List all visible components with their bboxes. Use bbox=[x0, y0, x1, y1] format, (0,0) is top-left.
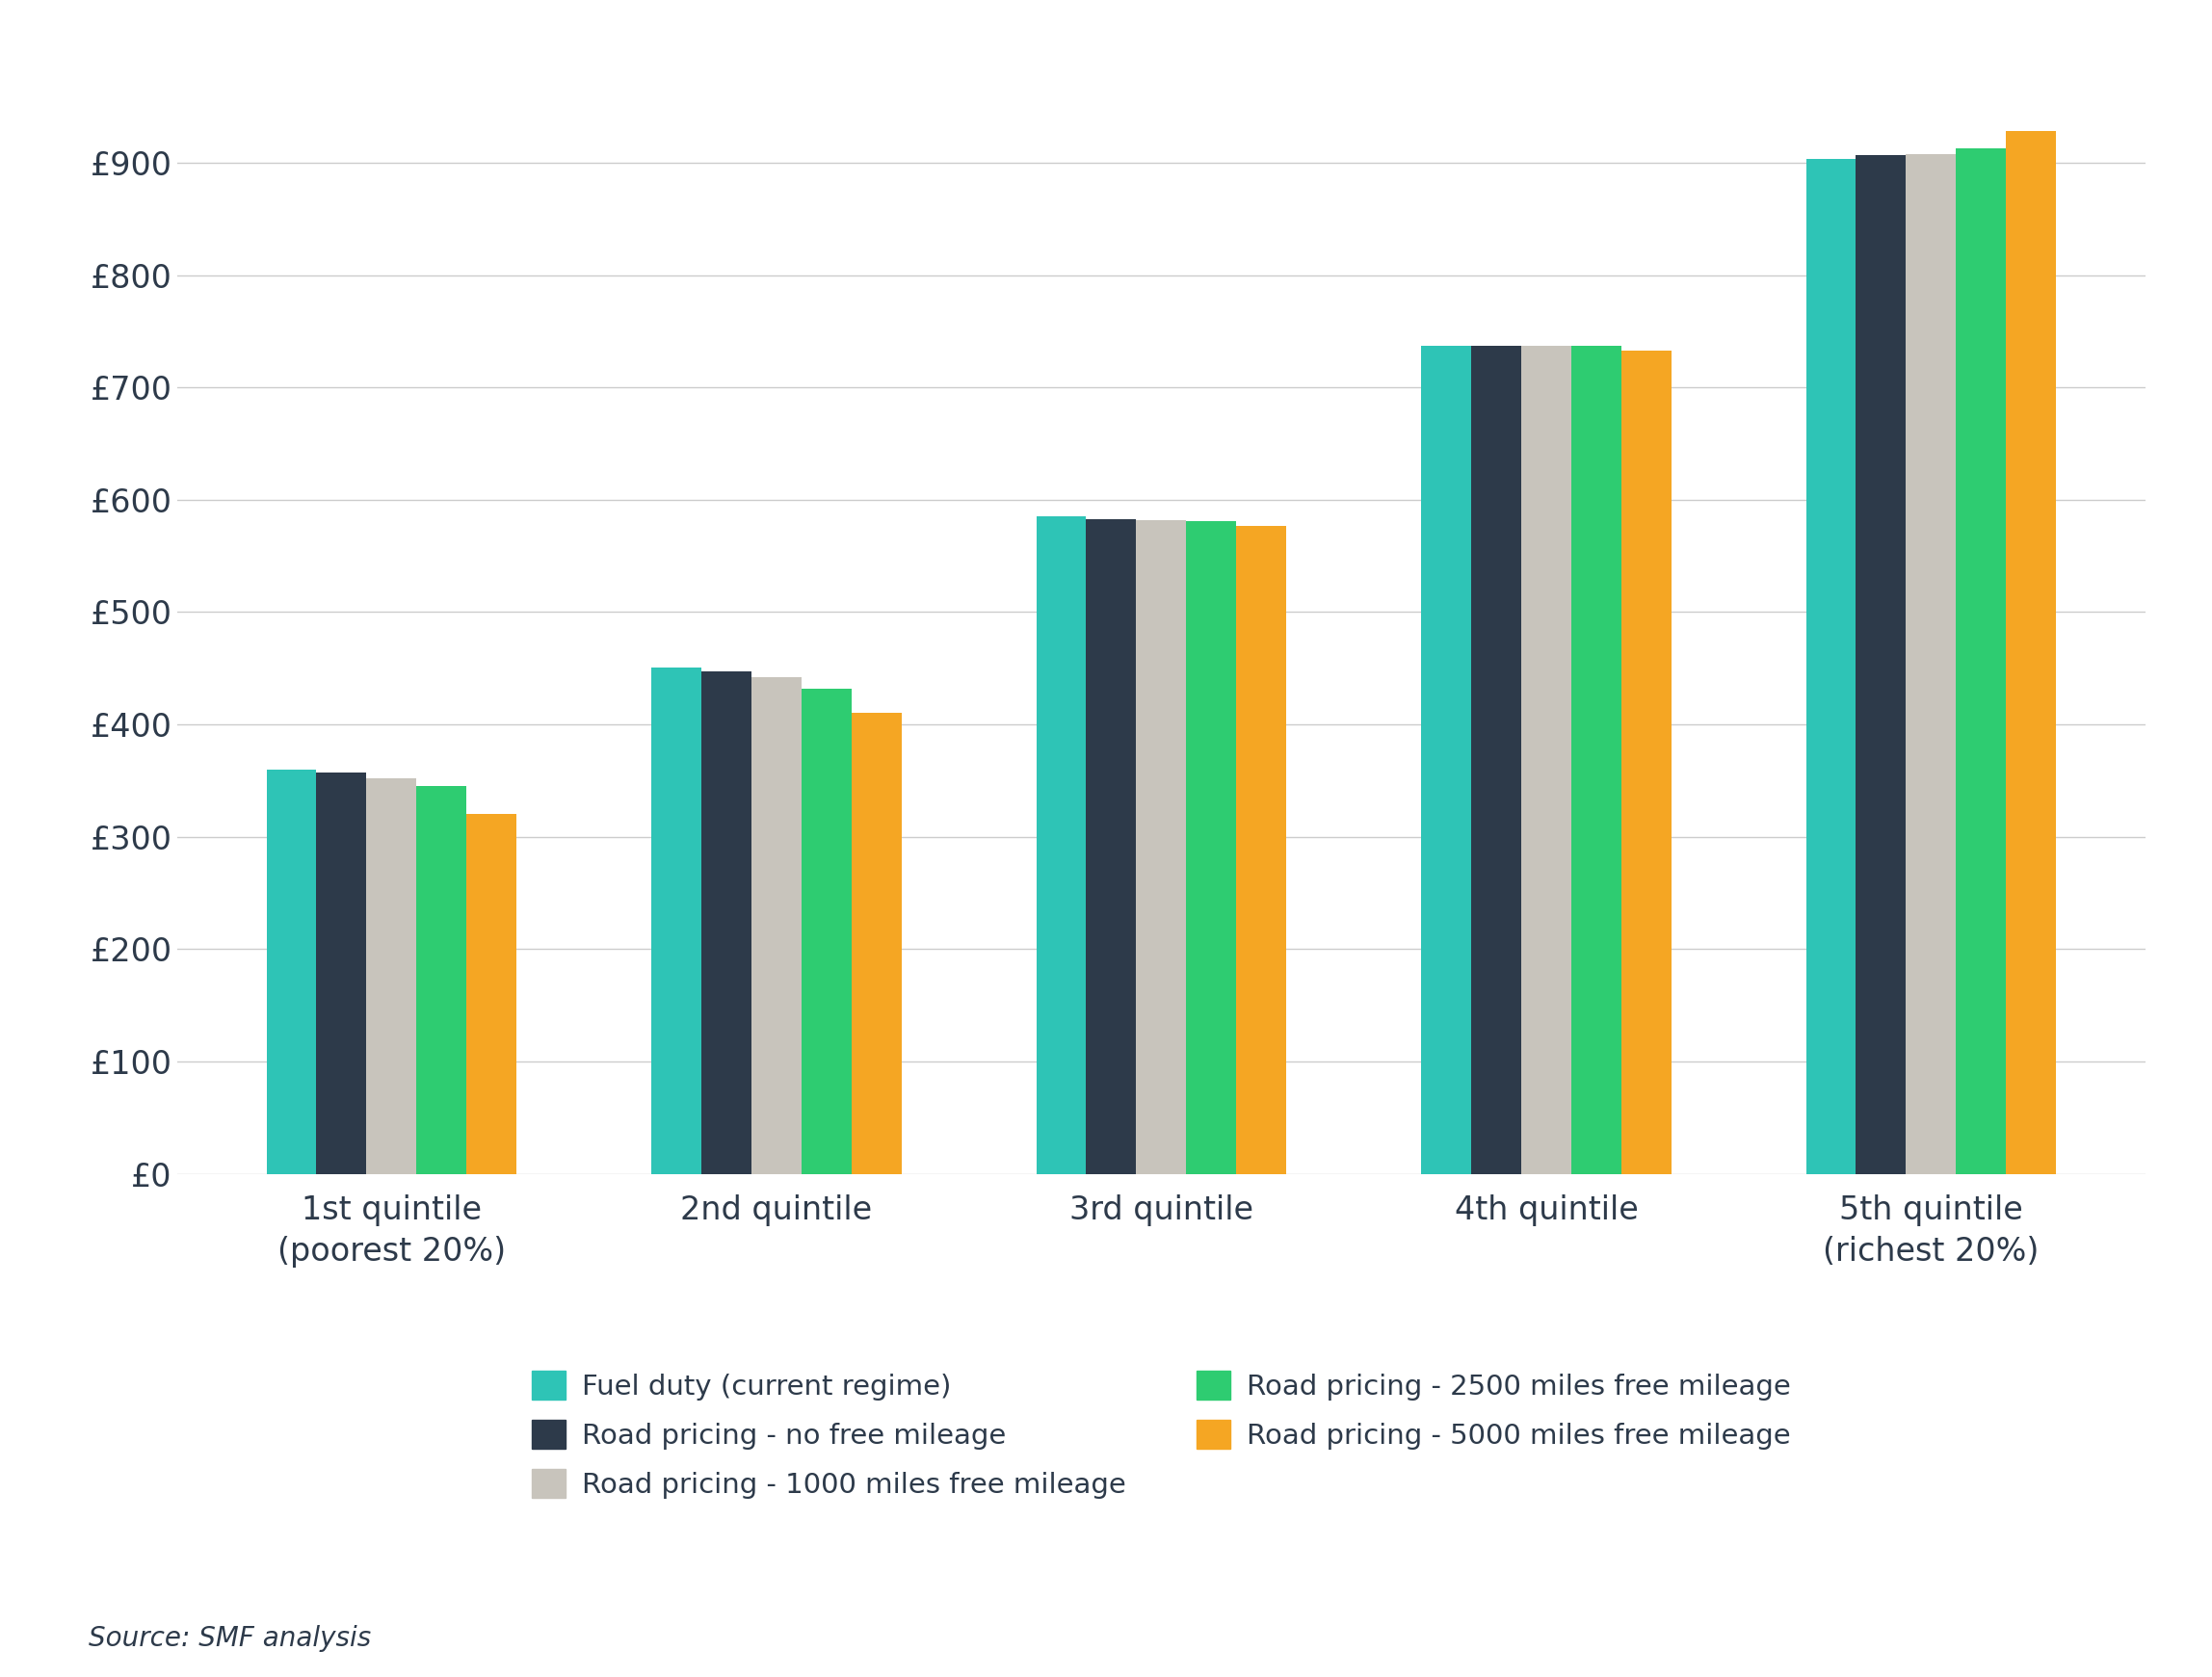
Bar bbox=[1035, 517, 1086, 1174]
Bar bbox=[1086, 518, 1137, 1174]
Bar bbox=[852, 713, 902, 1174]
Text: Source: SMF analysis: Source: SMF analysis bbox=[88, 1625, 372, 1652]
Legend: Fuel duty (current regime), Road pricing - no free mileage, Road pricing - 1000 : Fuel duty (current regime), Road pricing… bbox=[518, 1357, 1805, 1513]
Bar bbox=[2006, 131, 2057, 1174]
Bar bbox=[265, 770, 316, 1174]
Bar bbox=[1471, 345, 1522, 1174]
Bar bbox=[1955, 148, 2006, 1174]
Bar bbox=[650, 667, 701, 1174]
Bar bbox=[467, 815, 518, 1174]
Bar bbox=[801, 689, 852, 1174]
Bar bbox=[416, 787, 467, 1174]
Bar bbox=[316, 773, 367, 1174]
Bar bbox=[701, 672, 752, 1174]
Bar bbox=[752, 678, 801, 1174]
Bar bbox=[1856, 154, 1907, 1174]
Bar bbox=[367, 778, 416, 1174]
Bar bbox=[1571, 345, 1621, 1174]
Bar bbox=[1186, 522, 1237, 1174]
Bar bbox=[1237, 525, 1287, 1174]
Bar bbox=[1621, 350, 1672, 1174]
Bar bbox=[1420, 345, 1471, 1174]
Bar bbox=[1522, 345, 1571, 1174]
Bar bbox=[1907, 154, 1955, 1174]
Bar bbox=[1805, 159, 1856, 1174]
Bar bbox=[1137, 520, 1186, 1174]
